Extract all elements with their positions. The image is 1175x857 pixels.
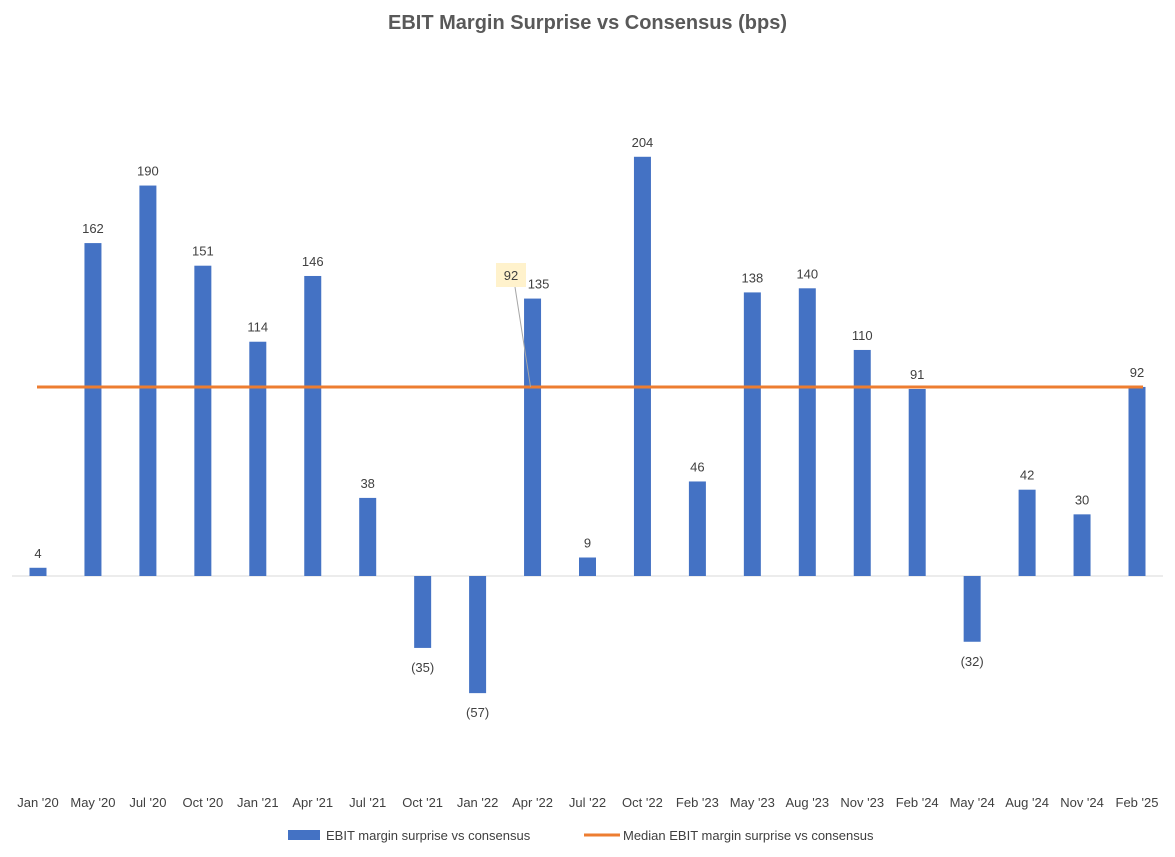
bar [414,576,432,648]
bar [29,567,47,576]
category-label: Jan '22 [457,795,499,810]
median-callout-leader [514,286,532,388]
bar [1073,514,1091,576]
category-label: Oct '22 [622,795,663,810]
bar-value-label: (57) [466,705,489,720]
bar-value-label: 204 [632,135,654,150]
bar-value-label: 4 [34,546,41,561]
bar-value-label: 110 [852,328,873,343]
bar [359,497,377,576]
bar-value-label: 146 [302,254,324,269]
category-label: Apr '22 [512,795,553,810]
category-label: May '24 [950,795,995,810]
chart-title: EBIT Margin Surprise vs Consensus (bps) [388,12,787,34]
bar-value-label: 46 [690,459,704,474]
bar [84,243,102,576]
category-label: Feb '24 [896,795,939,810]
bar [963,576,981,642]
category-label: Feb '25 [1116,795,1159,810]
bar-value-label: 138 [741,270,763,285]
bar-value-label: (35) [411,660,434,675]
category-label: Aug '23 [785,795,829,810]
bar [194,265,212,576]
bar-value-label: 91 [910,367,924,382]
bar-value-label: 140 [796,266,818,281]
bar-value-label: 9 [584,536,591,551]
category-label: May '23 [730,795,775,810]
category-label: Oct '20 [182,795,223,810]
legend-bar-label: EBIT margin surprise vs consensus [326,828,531,843]
bar [688,481,706,576]
bar-value-label: 114 [247,320,268,335]
bar-value-label: (32) [961,654,984,669]
bar-value-label: 162 [82,221,104,236]
bar-value-label: 42 [1020,468,1034,483]
category-label: May '20 [70,795,115,810]
category-label: Nov '23 [840,795,884,810]
bar [469,576,487,694]
bar [1128,386,1146,576]
bar [249,341,267,576]
category-label: Aug '24 [1005,795,1049,810]
bar-value-label: 92 [1130,365,1144,380]
category-label: Jul '21 [349,795,386,810]
category-label: Jan '20 [17,795,59,810]
category-label: Nov '24 [1060,795,1104,810]
bar [908,388,926,576]
category-label: Apr '21 [292,795,333,810]
bar [633,156,651,576]
bar-value-label: 30 [1075,492,1089,507]
median-callout-label: 92 [504,268,518,283]
category-label: Oct '21 [402,795,443,810]
bar-value-label: 151 [192,244,214,259]
legend-median-label: Median EBIT margin surprise vs consensus [623,828,874,843]
bar [798,288,816,576]
bar [139,185,157,577]
bar [304,275,322,576]
category-label: Feb '23 [676,795,719,810]
category-label: Jul '22 [569,795,606,810]
bar [524,298,542,576]
category-label: Jan '21 [237,795,279,810]
bar [1018,489,1036,576]
bar [743,292,761,576]
bar-value-label: 190 [137,164,159,179]
bar [853,349,871,576]
legend: EBIT margin surprise vs consensus Median… [288,828,874,843]
bar-value-label: 38 [360,476,374,491]
category-label: Jul '20 [129,795,166,810]
bar-value-label: 135 [528,277,550,292]
median-callout-box [496,263,526,287]
legend-bar-swatch [288,830,320,840]
bar [579,557,596,576]
